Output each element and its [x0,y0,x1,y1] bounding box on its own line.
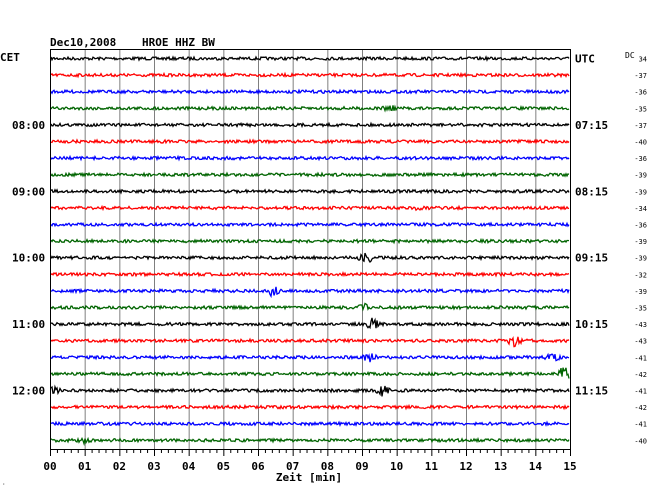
dc-offset-label: -39 [634,172,647,180]
trace-4 [50,121,570,129]
dc-offset-label: -32 [634,271,647,279]
dc-offset-label: -35 [634,305,647,313]
x-tick-label: 03 [147,460,160,473]
left-time-label: 09:00 [12,185,45,198]
right-time-label: 09:15 [575,252,608,265]
seismic-traces [50,55,570,447]
trace-18 [50,352,570,363]
trace-1 [50,71,570,79]
trace-16 [50,317,570,330]
x-axis-title: Zeit [min] [276,471,342,484]
dc-offset-label: -39 [634,238,647,246]
dc-offset-label: 34 [639,56,647,64]
trace-22 [50,420,570,427]
trace-10 [50,221,570,228]
dc-offset-label: -37 [634,122,647,130]
dc-offset-label: -41 [634,388,647,396]
x-tick-label: 02 [113,460,126,473]
trace-12 [50,252,570,264]
left-time-label: 12:00 [12,385,45,398]
x-tick-label: 11 [425,460,439,473]
right-time-label: 07:15 [575,119,608,132]
axis-labels: 00 01 02 03 04 05 06 07 08 09 10 11 12 13 14 15 08:00 09:… [12,53,647,474]
dc-offset-label: -39 [634,255,647,263]
dc-label: DC [625,51,635,60]
dc-offset-label: -42 [634,404,647,412]
dc-offset-label: -41 [634,354,647,362]
dc-offset-label: -43 [634,338,647,346]
trace-11 [50,237,570,245]
dc-offset-label: -41 [634,421,647,429]
plot-frame [50,49,571,450]
trace-14 [50,286,570,299]
cet-label: CET [0,51,20,64]
trace-15 [50,302,570,312]
dc-offset-label: -40 [634,139,647,147]
x-tick-label: 13 [494,460,507,473]
trace-9 [50,204,570,212]
x-tick-label: 05 [217,460,230,473]
x-tick-label: 15 [563,460,576,473]
trace-5 [50,138,570,145]
trace-19 [50,367,570,379]
dc-offset-label: -39 [634,288,647,296]
x-tick-label: 08 [321,460,334,473]
right-time-label: 08:15 [575,185,608,198]
x-tick-label: 12 [459,460,472,473]
left-time-label: 08:00 [12,119,45,132]
dc-offset-label: -36 [634,89,647,97]
left-time-label: 11:00 [12,318,45,331]
corner-mark: · [2,481,6,488]
time-grid [84,49,537,449]
dc-offset-label: -37 [634,72,647,80]
dc-offset-label: -40 [634,437,647,445]
right-time-label: 10:15 [575,318,608,331]
x-tick-label: 00 [43,460,56,473]
trace-3 [50,104,570,113]
x-tick-label: 07 [286,460,299,473]
dc-offset-label: -35 [634,105,647,113]
x-tick-label: 04 [182,460,196,473]
trace-2 [50,88,570,95]
trace-6 [50,154,570,162]
date-label: Dec10,2008 [50,36,116,49]
trace-0 [50,55,570,62]
x-tick-label: 09 [355,460,368,473]
station-label: HROE HHZ BW [142,36,215,49]
trace-21 [50,403,570,411]
trace-23 [50,436,570,447]
right-time-label: UTC [575,53,595,66]
right-time-label: 11:15 [575,385,608,398]
plot-border [50,49,571,450]
trace-7 [50,171,570,178]
x-tick-label: 06 [251,460,265,473]
dc-offset-label: -36 [634,155,647,163]
trace-8 [50,188,570,195]
x-tick-label: 01 [78,460,92,473]
x-axis-ticks [50,449,571,456]
trace-13 [50,270,570,278]
dc-offset-label: -42 [634,371,647,379]
trace-20 [50,384,570,397]
x-tick-label: 14 [529,460,543,473]
x-tick-label: 10 [390,460,403,473]
dc-offset-label: -39 [634,188,647,196]
dc-offset-label: -34 [634,205,647,213]
dc-offset-label: -43 [634,321,647,329]
left-time-label: 10:00 [12,252,45,265]
trace-17 [50,336,570,348]
dc-offset-label: -36 [634,222,647,230]
